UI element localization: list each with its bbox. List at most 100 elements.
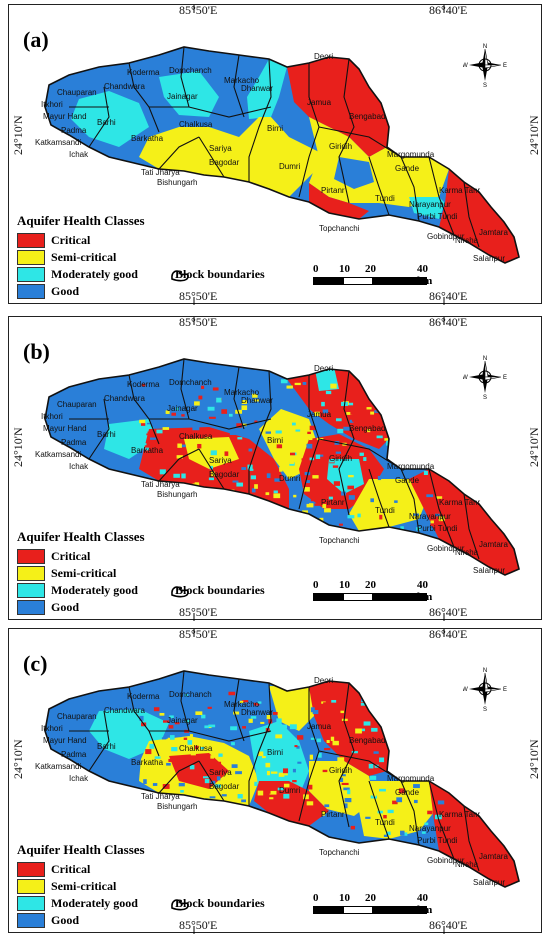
pixel-speckle bbox=[221, 525, 227, 530]
block-label: Itkhori bbox=[41, 100, 63, 109]
block-boundary-line bbox=[128, 62, 160, 133]
pixel-speckle bbox=[349, 419, 354, 423]
legend-label: Critical bbox=[51, 233, 91, 247]
scale-bar: 0 10 20 40 km bbox=[313, 579, 432, 603]
pixel-speckle bbox=[427, 418, 432, 424]
pixel-speckle bbox=[299, 525, 303, 530]
block-label: Chauparan bbox=[57, 400, 97, 409]
block-boundaries-label: Block boundaries bbox=[175, 583, 265, 597]
pixel-speckle bbox=[178, 782, 185, 787]
pixel-speckle bbox=[432, 398, 439, 402]
pixel-speckle bbox=[177, 824, 183, 828]
block-label: Dumri bbox=[279, 162, 301, 171]
block-label: Barkatha bbox=[131, 758, 164, 767]
pixel-speckle bbox=[297, 761, 302, 764]
pixel-speckle bbox=[142, 429, 148, 434]
pixel-speckle bbox=[228, 757, 234, 763]
block-boundary-line bbox=[463, 805, 480, 872]
legend-swatch bbox=[17, 566, 45, 581]
pixel-speckle bbox=[152, 523, 157, 526]
pixel-speckle bbox=[235, 771, 242, 775]
lat-label-left: 24°10'N bbox=[11, 427, 25, 467]
pixel-speckle bbox=[347, 789, 351, 795]
pixel-speckle bbox=[377, 475, 382, 481]
pixel-speckle bbox=[224, 811, 232, 815]
block-label: Narayanpur bbox=[409, 200, 451, 209]
pixel-speckle bbox=[426, 494, 434, 498]
block-label: Jamtara bbox=[479, 228, 508, 237]
scale-tick-label: 10 bbox=[339, 263, 350, 275]
pixel-speckle bbox=[250, 475, 257, 480]
block-label: Narayanpur bbox=[409, 824, 451, 833]
block-label: Bengabad bbox=[349, 424, 386, 433]
pixel-speckle bbox=[146, 424, 151, 429]
pixel-speckle bbox=[314, 411, 320, 417]
health-zone bbox=[159, 71, 219, 117]
pixel-speckle bbox=[397, 754, 404, 758]
pixel-speckle bbox=[210, 507, 217, 511]
legend-item: Critical bbox=[17, 548, 145, 565]
block-label: Margomunda bbox=[387, 462, 435, 471]
block-label: Barhi bbox=[97, 118, 116, 127]
pixel-speckle bbox=[322, 409, 329, 414]
pixel-speckle bbox=[242, 726, 246, 729]
pixel-speckle bbox=[278, 772, 285, 777]
pixel-speckle bbox=[183, 737, 188, 740]
block-boundary-line bbox=[428, 156, 455, 236]
block-boundary-line bbox=[88, 398, 110, 460]
pixel-speckle bbox=[283, 516, 288, 522]
legend-item: Moderately good bbox=[17, 582, 145, 599]
pixel-speckle bbox=[248, 448, 253, 452]
pixel-speckle bbox=[156, 429, 163, 434]
block-label: Padma bbox=[61, 438, 87, 447]
block-label: Padma bbox=[61, 126, 87, 135]
block-label: Nirsha bbox=[455, 548, 479, 557]
pixel-speckle bbox=[379, 397, 386, 402]
block-boundary-line bbox=[338, 682, 355, 828]
block-boundary-line bbox=[248, 370, 272, 494]
legend-title: Aquifer Health Classes bbox=[17, 213, 145, 228]
legend-label: Semi-critical bbox=[51, 566, 117, 580]
pixel-speckle bbox=[195, 745, 199, 750]
pixel-speckle bbox=[369, 475, 375, 479]
pixel-speckle bbox=[316, 738, 322, 743]
pixel-speckle bbox=[191, 438, 197, 442]
pixel-speckle bbox=[289, 516, 296, 519]
pixel-speckle bbox=[236, 817, 242, 821]
pixel-speckle bbox=[363, 785, 368, 790]
pixel-speckle bbox=[187, 740, 193, 745]
pixel-speckle bbox=[192, 426, 200, 431]
pixel-speckle bbox=[404, 430, 408, 434]
lon-label-bottom: 85°50'E bbox=[179, 289, 218, 303]
pixel-speckle bbox=[276, 718, 282, 724]
pixel-speckle bbox=[141, 443, 147, 446]
legend-swatch bbox=[17, 250, 45, 265]
block-boundary-line bbox=[149, 418, 272, 430]
health-zone bbox=[169, 753, 229, 789]
legend-label: Good bbox=[51, 600, 80, 614]
pixel-speckle bbox=[144, 488, 151, 494]
pixel-speckle bbox=[322, 504, 327, 509]
pixel-speckle bbox=[337, 428, 344, 434]
block-boundary-line bbox=[149, 106, 272, 118]
pixel-speckle bbox=[271, 400, 279, 404]
block-boundary-line bbox=[198, 760, 225, 802]
block-boundary-line bbox=[428, 468, 455, 548]
pixel-speckle bbox=[181, 414, 185, 417]
block-boundary-line bbox=[198, 136, 225, 178]
pixel-speckle bbox=[367, 429, 371, 433]
pixel-speckle bbox=[257, 701, 262, 704]
scale-bar: 0 10 20 40 km bbox=[313, 263, 432, 287]
block-label: Purbi Tundi bbox=[417, 524, 458, 533]
block-label: Pirtanr bbox=[321, 498, 345, 507]
pixel-speckle bbox=[186, 421, 192, 425]
pixel-speckle bbox=[437, 800, 445, 805]
block-label: Chandwara bbox=[104, 394, 145, 403]
pixel-speckle bbox=[203, 776, 210, 779]
legend-item: Semi-critical bbox=[17, 249, 145, 266]
block-boundary-line bbox=[128, 374, 160, 445]
block-label: Nirsha bbox=[455, 860, 479, 869]
pixel-speckle bbox=[234, 809, 242, 812]
pixel-speckle bbox=[398, 788, 405, 794]
map-panel-b: Deori Koderma Domchanch Markacho Dhanwar Jamu… bbox=[8, 315, 542, 621]
